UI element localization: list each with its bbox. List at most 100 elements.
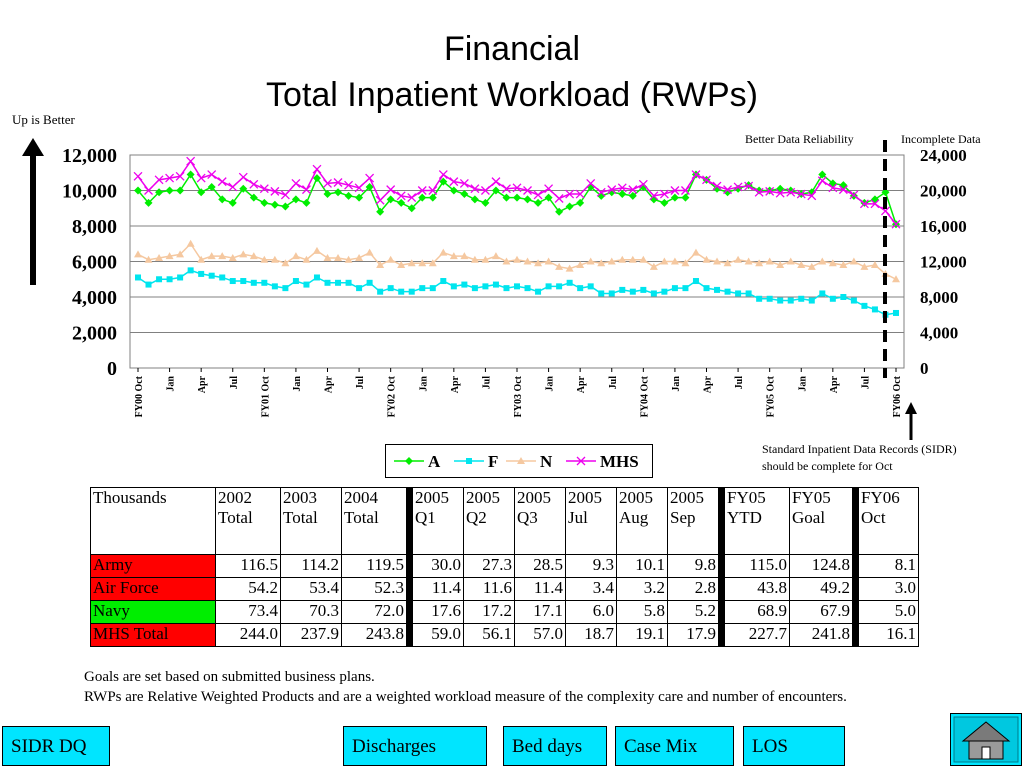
point-mhs [617, 183, 627, 193]
point-f [766, 295, 773, 302]
point-n [302, 255, 311, 263]
point-n [334, 253, 343, 261]
column-header-line1: 2003 [283, 488, 317, 507]
x-tick-label: Jul [860, 376, 871, 390]
point-a [818, 170, 827, 179]
point-n [239, 250, 248, 258]
los-button[interactable]: LOS [743, 726, 845, 766]
point-mhs [596, 187, 606, 197]
point-a [734, 184, 743, 193]
table-cell: 9.8 [667, 554, 719, 578]
point-mhs [565, 189, 575, 199]
point-f [566, 279, 573, 286]
column-header: FY05 YTD [724, 487, 790, 555]
point-mhs [786, 187, 796, 197]
point-n [744, 257, 753, 265]
point-a [291, 195, 300, 204]
discharges-button[interactable]: Discharges [343, 726, 487, 766]
point-n [418, 259, 427, 267]
table-cell: 68.9 [724, 600, 790, 624]
point-a [302, 198, 311, 207]
legend-item-mhs: MHS [566, 452, 639, 471]
home-icon [953, 716, 1019, 763]
table-cell: 56.1 [463, 623, 515, 647]
point-f [250, 279, 257, 286]
point-f [735, 290, 742, 297]
point-n [228, 253, 237, 261]
point-n [639, 255, 648, 263]
column-header: 2004 Total [341, 487, 407, 555]
point-n [660, 257, 669, 265]
x-tick-label: Apr [576, 375, 587, 393]
point-f [471, 285, 478, 292]
point-f [893, 309, 899, 316]
point-mhs [407, 193, 417, 203]
point-n [839, 261, 848, 269]
point-f [777, 297, 784, 304]
bed-days-button[interactable]: Bed days [503, 726, 607, 766]
case-mix-button[interactable]: Case Mix [615, 726, 734, 766]
x-tick-label: Apr [829, 375, 840, 393]
point-mhs [291, 178, 301, 188]
point-f [871, 306, 878, 313]
point-n [523, 257, 532, 265]
point-mhs [891, 219, 901, 229]
point-mhs [249, 179, 259, 189]
point-a [870, 195, 879, 204]
x-tick-label: Jul [229, 376, 240, 390]
table-cell: 28.5 [514, 554, 566, 578]
point-n [555, 262, 564, 270]
point-mhs [691, 170, 701, 179]
point-f [724, 288, 731, 295]
point-n [513, 255, 521, 263]
point-n [807, 262, 816, 270]
home-button[interactable] [950, 713, 1022, 766]
point-mhs [175, 171, 185, 181]
page-title-line1: Financial [443, 30, 581, 68]
legend-item-a: A [394, 452, 441, 471]
point-n [597, 259, 606, 267]
x-tick-label: Jan [166, 376, 177, 392]
point-n [407, 259, 416, 267]
point-n [534, 259, 543, 267]
point-a [502, 193, 511, 202]
point-a [565, 202, 574, 211]
point-n [355, 253, 364, 261]
point-a [281, 202, 290, 211]
point-mhs [638, 179, 648, 189]
x-tick-label: Apr [703, 375, 714, 393]
table-row: Air Force 54.2 53.4 52.3 11.4 11.6 11.4 3.4 3.2 2… [90, 577, 919, 601]
point-mhs [144, 186, 153, 195]
point-mhs [775, 188, 785, 198]
point-a [460, 190, 469, 199]
point-mhs [712, 181, 722, 191]
x-tick-label: Apr [450, 375, 461, 393]
point-mhs [607, 185, 617, 195]
point-a [239, 184, 248, 193]
series-a [134, 170, 900, 229]
legend-label: F [488, 452, 498, 471]
point-f [219, 274, 226, 281]
point-n [618, 255, 627, 263]
sidr-dq-button[interactable]: SIDR DQ [2, 726, 110, 766]
point-mhs [396, 191, 406, 201]
point-a [260, 198, 269, 207]
point-a [186, 170, 195, 179]
point-a [555, 207, 564, 216]
point-n [776, 261, 785, 269]
point-a [481, 198, 490, 207]
table-cell: 3.2 [616, 577, 668, 601]
point-n [270, 255, 279, 263]
point-f [861, 302, 868, 309]
up-arrow-icon [22, 138, 44, 285]
point-f [229, 278, 236, 285]
y-left-tick-label: 2,000 [72, 323, 117, 345]
point-mhs [502, 184, 511, 194]
point-f [819, 290, 826, 297]
legend-label: A [428, 452, 441, 471]
point-a [881, 188, 890, 197]
point-a [334, 188, 343, 197]
point-n [713, 257, 722, 265]
point-n [281, 259, 290, 267]
point-f [587, 283, 594, 290]
